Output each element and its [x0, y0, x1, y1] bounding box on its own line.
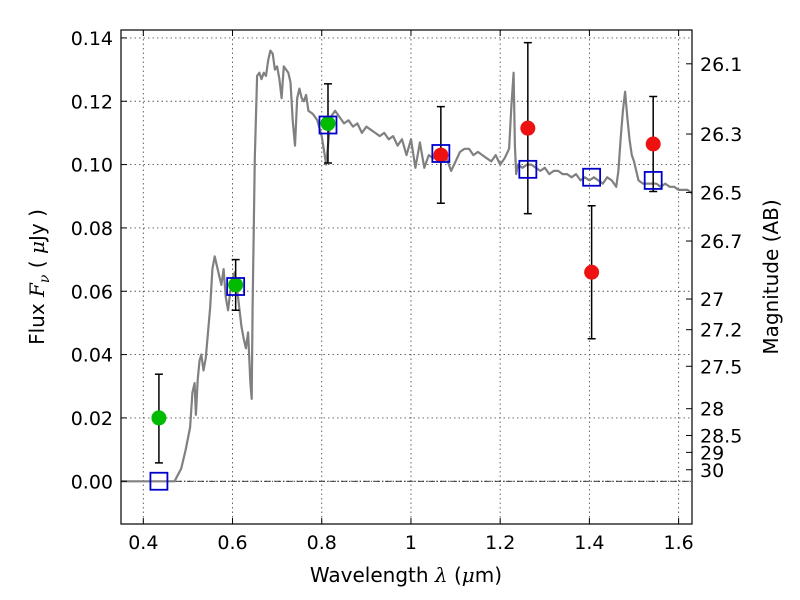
- y-tick-label: 0.08: [71, 218, 113, 240]
- y-tick-label: 0.14: [71, 28, 113, 50]
- model-photometry-square: [582, 167, 602, 187]
- model-photometry-square: [149, 471, 169, 491]
- y-tick-label: 0.10: [71, 155, 113, 177]
- tick-labels: 0.4 0.6 0.8 1 1.2 1.4 1.6 0.00 0.02 0.04 0.06 0.08 0…: [71, 28, 743, 554]
- data-point-circle: [228, 277, 244, 293]
- x-tick-label: 0.4: [128, 532, 158, 554]
- y2-tick-label: 27: [700, 289, 724, 311]
- y-tick-label: 0.12: [71, 91, 113, 113]
- model-photometry-square: [318, 115, 338, 135]
- model-photometry-square: [226, 277, 246, 296]
- y2-tick-label: 29: [700, 442, 724, 464]
- gridlines: [121, 30, 692, 524]
- y2-tick-label: 26.5: [700, 182, 742, 204]
- y2-tick-label: 27.2: [700, 320, 742, 342]
- axis-ticks: [121, 30, 692, 524]
- model-photometry-square: [431, 144, 451, 163]
- data-point-circle: [520, 120, 536, 136]
- data-point-circle: [584, 264, 600, 280]
- data-point-circle: [645, 136, 661, 152]
- y2-tick-label: 30: [700, 460, 724, 482]
- y-axis-title: Flux Fν ( μJy ): [25, 209, 53, 345]
- x-axis-title: Wavelength λ (μm): [310, 563, 502, 587]
- data-point-circle: [320, 115, 336, 131]
- x-tick-label: 0.6: [217, 532, 247, 554]
- y2-tick-label: 28: [700, 399, 724, 421]
- x-tick-label: 1.2: [485, 532, 515, 554]
- y2-tick-label: 27.5: [700, 356, 742, 378]
- x-tick-label: 1.4: [574, 532, 604, 554]
- y2-tick-label: 26.1: [700, 54, 742, 76]
- y2-axis-title: Magnitude (AB): [759, 199, 783, 354]
- y-tick-label: 0.04: [71, 345, 113, 367]
- y2-tick-label: 26.7: [700, 231, 742, 253]
- y-tick-label: 0.06: [71, 281, 113, 303]
- data-point-circle: [151, 410, 167, 426]
- y-tick-label: 0.02: [71, 408, 113, 430]
- x-tick-label: 1: [405, 532, 417, 554]
- model-photometry-square: [643, 171, 663, 190]
- plot-frame: [120, 29, 693, 525]
- data-point-circle: [433, 147, 449, 163]
- y2-tick-label: 26.3: [700, 124, 742, 146]
- model-photometry-square: [518, 159, 538, 179]
- y-tick-label: 0.00: [71, 471, 113, 493]
- data-points: [149, 41, 663, 491]
- x-tick-label: 1.6: [664, 532, 694, 554]
- x-tick-label: 0.8: [307, 532, 337, 554]
- y2-tick-label: 28.5: [700, 425, 742, 447]
